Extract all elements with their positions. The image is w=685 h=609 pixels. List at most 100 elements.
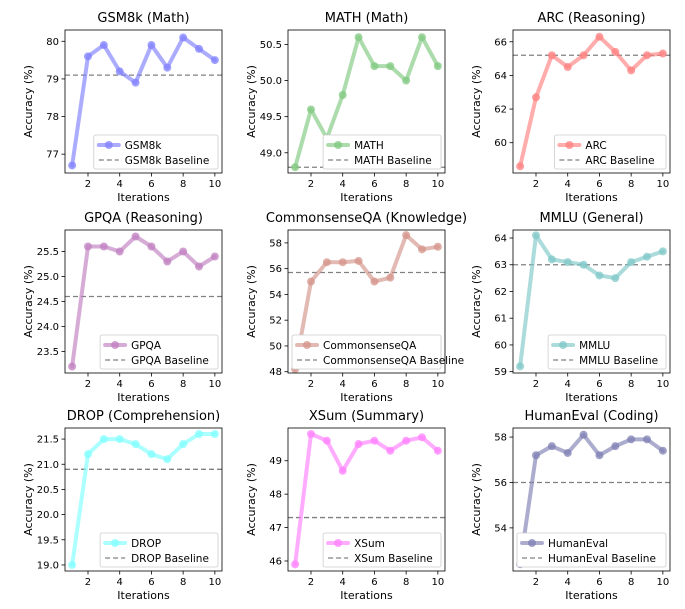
data-point [163,455,172,464]
legend: XSum XSum Baseline [322,532,442,568]
data-point [611,47,620,56]
y-tick-label: 62 [494,287,507,298]
x-tick-label: 8 [403,379,409,390]
panel-math-math: MATH (Math) 2 4 6 8 10 49.0 49.5 50.0 50.5 Iterati… [245,11,446,204]
panel-title: CommonsenseQA (Knowledge) [266,211,467,226]
data-point [68,560,77,569]
x-tick-label: 8 [180,179,186,190]
plot-frame [64,427,223,572]
data-point [68,362,77,371]
x-tick-label: 2 [85,179,91,190]
data-point [658,446,667,455]
data-point [354,256,363,265]
data-point [306,277,315,286]
data-point [195,262,204,271]
x-tick-label: 4 [565,577,571,588]
y-tick-label: 77 [46,150,59,161]
y-tick-label: 48 [269,490,282,501]
data-point [370,277,379,286]
x-tick-label: 6 [371,379,377,390]
x-tick-label: 10 [431,179,444,190]
legend-baseline-label: HumanEval Baseline [548,553,656,565]
legend: CommonsenseQA CommonsenseQA Baseline [291,334,464,370]
data-point [210,430,219,439]
x-tick-label: 8 [180,577,186,588]
data-point [418,33,427,42]
legend: DROP DROP Baseline [99,532,219,568]
y-tick-label: 49.5 [260,112,282,123]
data-point [579,51,588,60]
data-point [115,247,124,256]
y-tick-label: 59 [494,367,507,378]
data-point [595,32,604,41]
panel-title: DROP (Comprehension) [67,409,220,424]
data-point [163,257,172,266]
data-point [370,62,379,71]
data-point [115,435,124,444]
y-tick-label: 19.5 [37,535,59,546]
x-tick-label: 8 [403,179,409,190]
x-tick-label: 10 [656,379,669,390]
data-point [68,161,77,170]
data-point [402,436,411,445]
data-point [627,66,636,75]
panel-title: GSM8k (Math) [97,11,189,26]
x-tick-label: 10 [208,179,221,190]
legend: MATH MATH Baseline [322,134,442,170]
data-point [531,93,540,102]
data-point [210,252,219,261]
data-point [163,63,172,72]
y-tick-label: 49 [269,456,282,467]
data-point [643,252,652,261]
panel-mmlu-general: MMLU (General) 2 4 6 8 10 59 60 61 62 63 64 Iteratio… [470,211,671,404]
data-point [418,245,427,254]
x-axis-label: Iterations [117,589,170,602]
data-point [595,451,604,460]
y-tick-label: 50 [269,341,282,352]
panel-humaneval-coding: HumanEval (Coding) 2 4 6 8 10 54 56 58 Iterations… [470,409,671,602]
data-point [83,450,92,459]
x-tick-label: 8 [180,379,186,390]
data-point [402,231,411,240]
data-point [147,450,156,459]
data-point [291,560,300,569]
y-tick-label: 49.0 [260,148,282,159]
x-tick-label: 6 [371,179,377,190]
y-tick-label: 21.5 [37,435,59,446]
plot-frame [64,29,223,174]
y-tick-label: 25.5 [37,247,59,258]
y-tick-label: 61 [494,314,507,325]
y-tick-label: 56 [494,478,507,489]
legend-baseline-label: DROP Baseline [131,553,209,565]
data-point [179,33,188,42]
legend-baseline-label: XSum Baseline [354,553,433,565]
x-tick-label: 2 [308,179,314,190]
x-tick-label: 10 [431,577,444,588]
legend-box [99,334,219,370]
y-tick-label: 50.0 [260,76,282,87]
x-tick-label: 4 [117,577,123,588]
x-tick-label: 4 [340,379,346,390]
y-tick-label: 58 [269,238,282,249]
legend-baseline-label: GSM8k Baseline [125,155,209,167]
x-tick-label: 10 [208,577,221,588]
legend-box [322,134,442,170]
legend-series-marker [565,141,574,149]
y-axis-label: Accuracy (%) [22,65,35,138]
y-tick-label: 64 [494,71,507,82]
x-tick-label: 4 [117,379,123,390]
data-point [531,451,540,460]
panel-gsm8k-math: GSM8k (Math) 2 4 6 8 10 77 78 79 80 Iterations Accu… [22,11,223,204]
legend-series-marker [334,539,343,547]
data-point [306,105,315,114]
data-point [433,62,442,71]
legend-box [516,532,667,568]
legend: ARC ARC Baseline [554,134,667,170]
legend-series-label: GSM8k [125,140,163,152]
data-point [338,466,347,475]
x-axis-label: Iterations [117,391,170,404]
x-tick-label: 10 [431,379,444,390]
x-axis-label: Iterations [340,391,393,404]
x-tick-label: 2 [533,379,539,390]
x-tick-label: 6 [148,577,154,588]
